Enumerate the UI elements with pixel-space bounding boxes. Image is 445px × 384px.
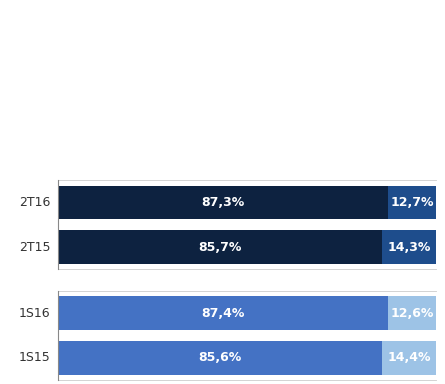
Text: 12,6%: 12,6% <box>391 307 434 320</box>
Text: 2T16: 2T16 <box>19 196 50 209</box>
Text: 87,3%: 87,3% <box>201 196 245 209</box>
Text: 85,7%: 85,7% <box>198 241 242 254</box>
Legend: Componentes de Motores, Filtros: Componentes de Motores, Filtros <box>142 318 352 328</box>
Text: 14,3%: 14,3% <box>387 241 431 254</box>
Text: 12,7%: 12,7% <box>390 196 434 209</box>
Text: 85,6%: 85,6% <box>198 351 241 364</box>
Text: 14,4%: 14,4% <box>387 351 431 364</box>
Bar <box>58 296 388 330</box>
Bar <box>58 186 388 219</box>
Text: 1S15: 1S15 <box>19 351 50 364</box>
Bar <box>388 186 436 219</box>
Bar <box>58 230 382 264</box>
Bar <box>58 341 382 374</box>
Bar <box>382 230 436 264</box>
Bar <box>388 296 436 330</box>
Bar <box>382 341 436 374</box>
Text: 2T15: 2T15 <box>19 241 50 254</box>
Text: 1S16: 1S16 <box>19 307 50 320</box>
Text: 87,4%: 87,4% <box>202 307 245 320</box>
